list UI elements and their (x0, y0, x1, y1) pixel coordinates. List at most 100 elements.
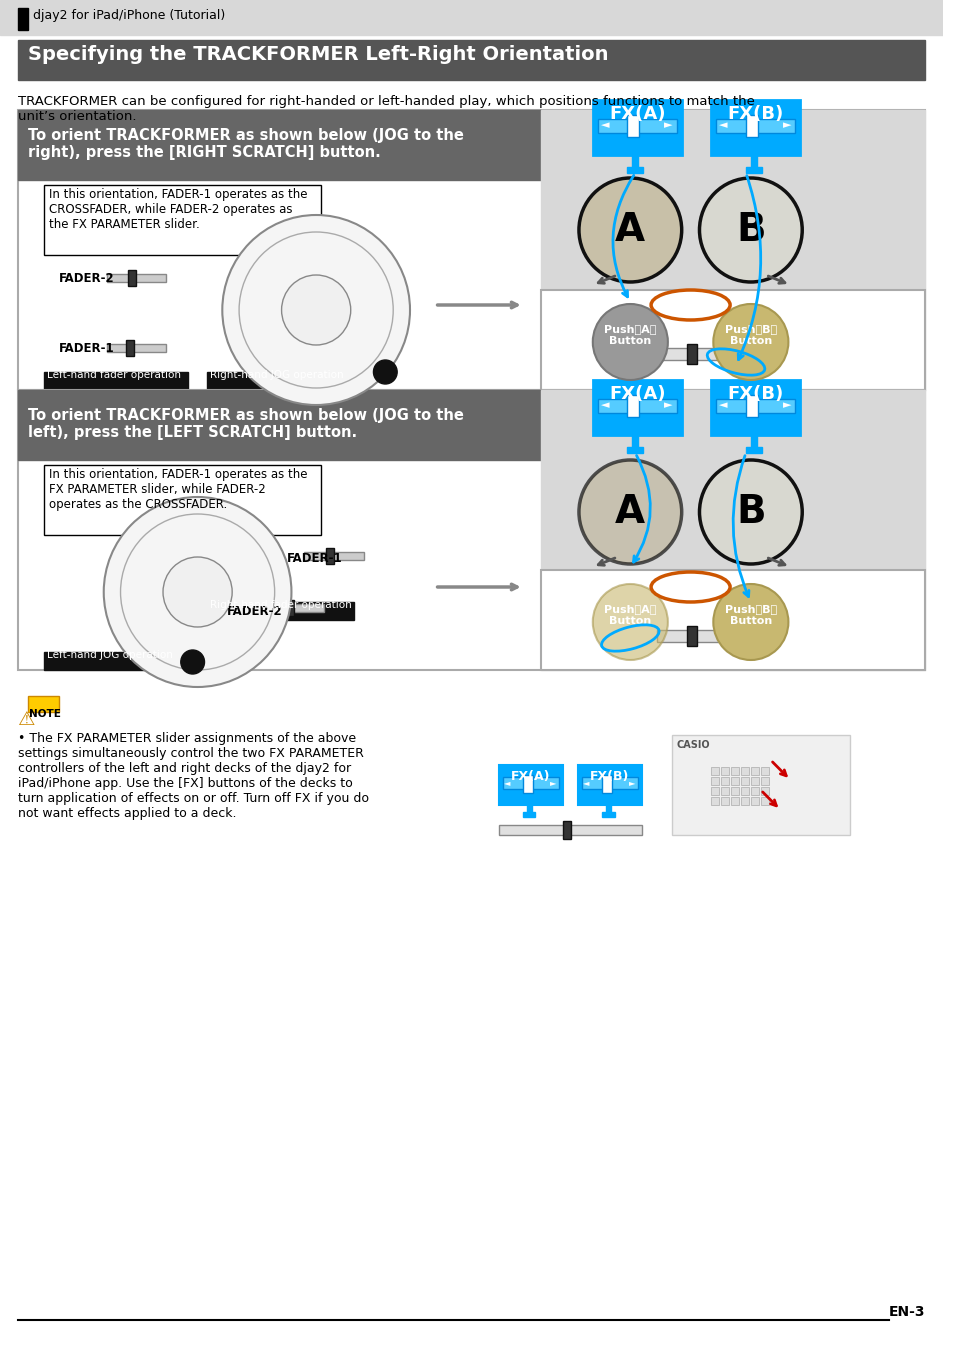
Text: ►: ► (781, 120, 790, 130)
Bar (127, 340, 134, 356)
Text: ◄: ◄ (582, 779, 589, 787)
Bar (286, 599, 294, 616)
Bar (740, 787, 748, 795)
Circle shape (699, 460, 801, 564)
Bar (686, 626, 696, 647)
Bar (711, 100, 800, 155)
Bar (750, 767, 758, 775)
Text: In this orientation, FADER-1 operates as the
FX PARAMETER slider, while FADER-2
: In this orientation, FADER-1 operates as… (50, 468, 308, 512)
Bar (730, 778, 739, 784)
Bar (28, 697, 59, 711)
Bar (18, 390, 541, 460)
Text: Right-hand JOG operation: Right-hand JOG operation (211, 370, 344, 379)
Bar (720, 767, 728, 775)
Bar (601, 811, 614, 817)
Bar (541, 390, 923, 670)
Text: Left-hand fader operation: Left-hand fader operation (48, 370, 181, 379)
Bar (326, 548, 334, 564)
Bar (627, 115, 639, 136)
Text: FX(B): FX(B) (727, 105, 783, 123)
Circle shape (592, 304, 667, 379)
Bar (730, 767, 739, 775)
Bar (711, 787, 719, 795)
Bar (562, 821, 571, 838)
Bar (711, 767, 719, 775)
Text: ►: ► (629, 779, 635, 787)
Text: A: A (615, 493, 645, 531)
Bar (498, 825, 641, 836)
Text: FADER-2: FADER-2 (59, 271, 114, 285)
Text: NOTE: NOTE (29, 709, 60, 720)
Bar (711, 379, 800, 435)
Bar (18, 8, 28, 30)
Bar (627, 396, 639, 417)
Text: To orient TRACKFORMER as shown below (JOG to the
left), press the [LEFT SCRATCH]: To orient TRACKFORMER as shown below (JO… (28, 408, 463, 440)
Text: ◄: ◄ (600, 120, 609, 130)
Bar (760, 796, 768, 805)
Text: Specifying the TRACKFORMER Left-Right Orientation: Specifying the TRACKFORMER Left-Right Or… (28, 45, 607, 63)
Bar (18, 390, 923, 670)
Text: In this orientation, FADER-1 operates as the
CROSSFADER, while FADER-2 operates : In this orientation, FADER-1 operates as… (50, 188, 308, 231)
Text: FX(B): FX(B) (727, 385, 783, 404)
Text: ◄: ◄ (503, 779, 510, 787)
Bar (750, 432, 756, 450)
Bar (541, 109, 923, 390)
Text: Right-hand fader operation: Right-hand fader operation (211, 599, 352, 610)
Bar (598, 119, 676, 134)
Bar (45, 464, 321, 535)
Bar (207, 602, 354, 620)
Bar (627, 167, 642, 173)
Bar (601, 775, 611, 792)
Text: Push「B」
Button: Push「B」 Button (724, 324, 776, 346)
Bar (592, 379, 681, 435)
Text: CASIO: CASIO (676, 740, 710, 751)
Bar (578, 765, 641, 805)
Text: FADER-2: FADER-2 (227, 605, 282, 618)
Text: FADER-1: FADER-1 (59, 342, 114, 355)
Text: Push「A」
Button: Push「A」 Button (603, 324, 656, 346)
Bar (750, 153, 756, 170)
Bar (711, 796, 719, 805)
Bar (265, 603, 324, 612)
Bar (18, 40, 923, 80)
Bar (541, 570, 923, 670)
Bar (720, 796, 728, 805)
Bar (740, 796, 748, 805)
Bar (45, 373, 188, 390)
Bar (745, 115, 757, 136)
Bar (522, 811, 535, 817)
Bar (750, 778, 758, 784)
Text: FADER-1: FADER-1 (286, 552, 342, 566)
Text: B: B (736, 493, 765, 531)
Text: ◄: ◄ (719, 400, 727, 410)
Bar (671, 734, 849, 836)
Circle shape (578, 178, 681, 282)
Bar (745, 396, 757, 417)
Bar (750, 796, 758, 805)
Bar (740, 767, 748, 775)
Text: EN-3: EN-3 (888, 1305, 924, 1319)
Bar (657, 348, 725, 360)
Bar (522, 775, 532, 792)
Text: FX(B): FX(B) (589, 769, 629, 783)
Bar (632, 153, 638, 170)
Bar (107, 344, 166, 352)
Circle shape (373, 360, 396, 383)
Bar (498, 765, 562, 805)
Text: TRACKFORMER can be configured for right-handed or left-handed play, which positi: TRACKFORMER can be configured for right-… (18, 95, 754, 123)
Circle shape (163, 558, 232, 626)
Bar (760, 767, 768, 775)
Circle shape (713, 585, 787, 660)
Circle shape (181, 649, 204, 674)
Text: To orient TRACKFORMER as shown below (JOG to the
right), press the [RIGHT SCRATC: To orient TRACKFORMER as shown below (JO… (28, 128, 463, 161)
Bar (605, 802, 610, 815)
Bar (720, 778, 728, 784)
Bar (745, 447, 760, 454)
Bar (686, 344, 696, 364)
Bar (760, 787, 768, 795)
Text: ◄: ◄ (719, 120, 727, 130)
Text: ◄: ◄ (600, 400, 609, 410)
Bar (632, 432, 638, 450)
Text: ►: ► (550, 779, 557, 787)
Text: A: A (615, 211, 645, 248)
